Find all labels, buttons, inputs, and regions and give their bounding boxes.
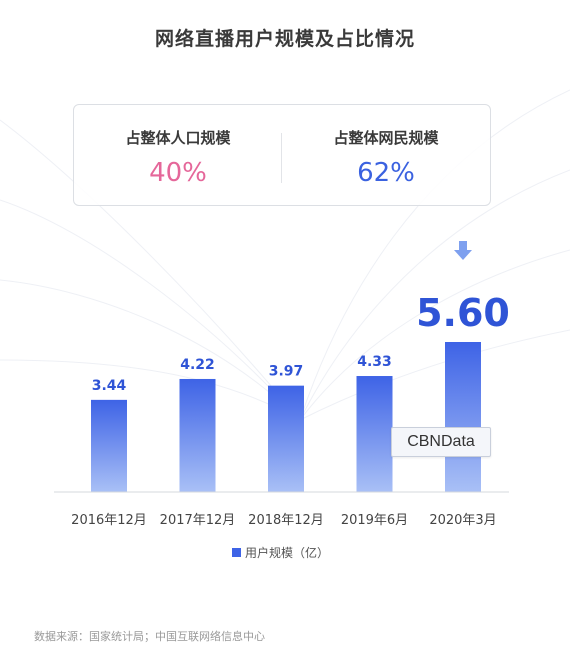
watermark: CBNData bbox=[391, 427, 491, 457]
stat-population-label: 占整体人口规模 bbox=[125, 129, 231, 147]
category-label-0: 2016年12月 bbox=[71, 513, 147, 528]
bar-0 bbox=[91, 399, 127, 492]
stat-netizens-value: 62% bbox=[357, 158, 415, 188]
category-label-4: 2020年3月 bbox=[429, 513, 496, 528]
stats-box: 占整体人口规模 40% 占整体网民规模 62% bbox=[73, 104, 491, 206]
bar-value-label-2: 3.97 bbox=[269, 364, 304, 380]
chart-legend: 用户规模（亿） bbox=[232, 545, 329, 560]
stats-divider bbox=[281, 133, 282, 183]
data-source: 数据来源：国家统计局；中国互联网络信息中心 bbox=[34, 630, 265, 643]
bar-2 bbox=[268, 385, 304, 492]
square-icon bbox=[232, 548, 241, 557]
bar-value-label-4: 5.60 bbox=[416, 291, 510, 335]
bar-value-label-1: 4.22 bbox=[180, 357, 215, 373]
down-arrow-icon bbox=[454, 241, 472, 260]
bar-value-label-3: 4.33 bbox=[357, 354, 392, 370]
category-label-3: 2019年6月 bbox=[341, 513, 408, 528]
bar-value-label-0: 3.44 bbox=[92, 378, 127, 394]
bar-4 bbox=[445, 342, 481, 492]
stat-netizens: 占整体网民规模 62% bbox=[282, 105, 490, 188]
stat-population-value: 40% bbox=[149, 158, 207, 188]
stat-population: 占整体人口规模 40% bbox=[74, 105, 282, 188]
stat-netizens-label: 占整体网民规模 bbox=[333, 129, 439, 147]
page-title: 网络直播用户规模及占比情况 bbox=[154, 28, 415, 50]
category-label-1: 2017年12月 bbox=[160, 513, 236, 528]
bar-3 bbox=[356, 376, 393, 492]
legend-label: 用户规模（亿） bbox=[245, 545, 329, 560]
category-label-2: 2018年12月 bbox=[248, 513, 324, 528]
bar-1 bbox=[179, 378, 216, 492]
